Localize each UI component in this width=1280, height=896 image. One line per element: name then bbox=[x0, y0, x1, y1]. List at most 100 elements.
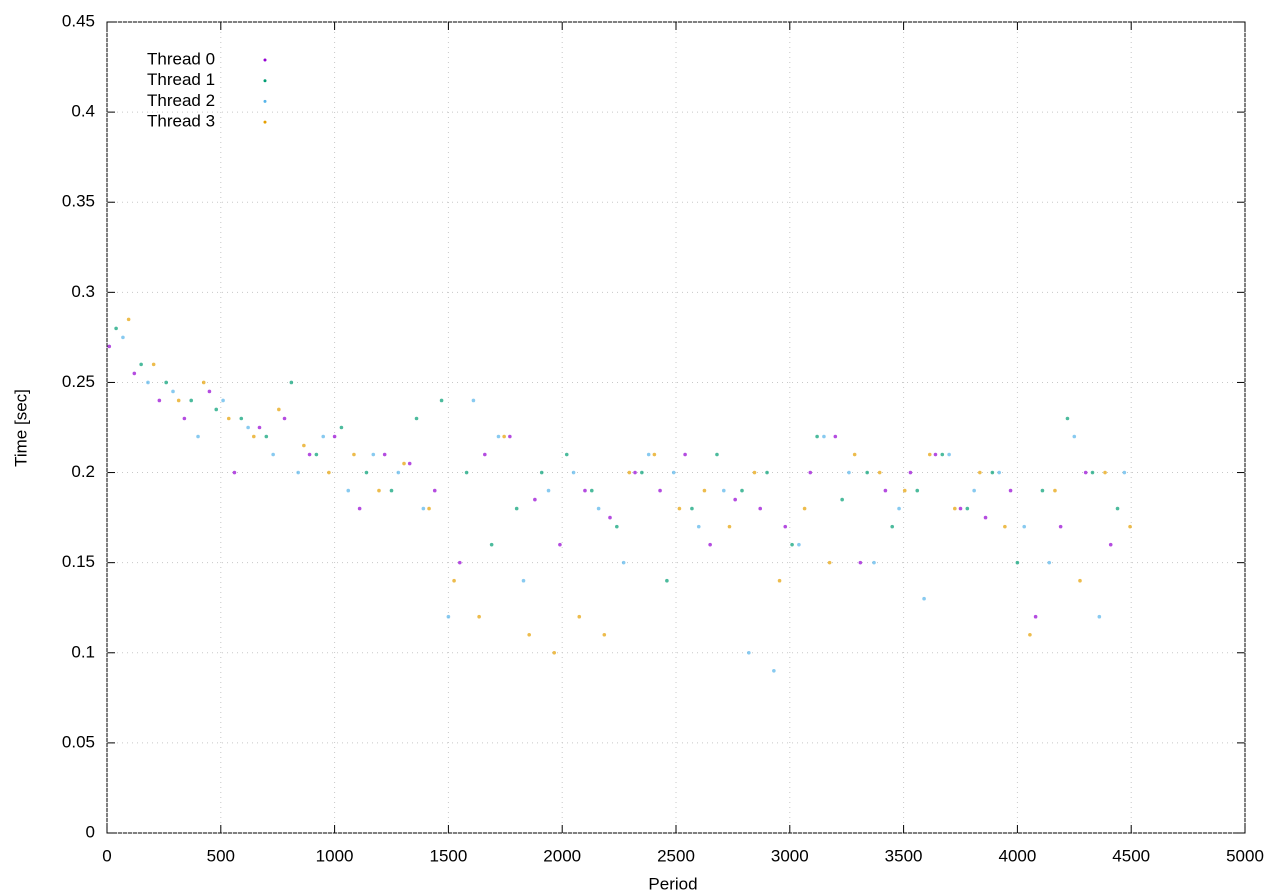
point bbox=[107, 344, 112, 349]
point bbox=[352, 452, 356, 457]
point bbox=[414, 416, 419, 421]
point bbox=[715, 452, 719, 457]
point bbox=[527, 632, 531, 637]
y-tick-label: 0.2 bbox=[71, 462, 95, 481]
x-tick-label: 0 bbox=[102, 846, 111, 865]
x-tick-label: 2000 bbox=[543, 846, 581, 865]
point bbox=[552, 650, 557, 655]
legend-label: Thread 3 bbox=[147, 112, 215, 131]
point bbox=[201, 380, 206, 385]
x-tick-label: 3500 bbox=[885, 846, 923, 865]
point bbox=[221, 398, 225, 403]
point bbox=[232, 470, 237, 475]
point bbox=[608, 515, 612, 520]
point bbox=[364, 470, 369, 475]
point bbox=[633, 470, 637, 475]
point bbox=[514, 506, 519, 511]
y-axis-label: Time [sec] bbox=[11, 389, 30, 467]
point bbox=[457, 560, 462, 565]
point bbox=[421, 506, 426, 511]
point bbox=[883, 488, 888, 493]
x-tick-label: 500 bbox=[207, 846, 235, 865]
point bbox=[146, 380, 150, 385]
x-tick-label: 4500 bbox=[1112, 846, 1150, 865]
point bbox=[1008, 488, 1013, 493]
point bbox=[1108, 542, 1113, 547]
point bbox=[740, 488, 744, 493]
point bbox=[972, 488, 976, 493]
point bbox=[296, 470, 300, 475]
point bbox=[257, 425, 262, 430]
point bbox=[139, 362, 143, 367]
point bbox=[226, 416, 231, 421]
point bbox=[671, 470, 676, 475]
legend-swatch bbox=[263, 120, 267, 124]
point bbox=[564, 452, 569, 457]
point bbox=[978, 470, 982, 475]
point bbox=[1028, 632, 1032, 637]
point bbox=[583, 488, 587, 493]
y-tick-label: 0.3 bbox=[71, 282, 95, 301]
point bbox=[997, 470, 1001, 475]
point bbox=[589, 488, 594, 493]
point bbox=[947, 452, 951, 457]
point bbox=[933, 452, 938, 457]
point bbox=[432, 488, 437, 493]
legend-label: Thread 0 bbox=[147, 49, 215, 68]
point bbox=[496, 434, 501, 439]
point bbox=[772, 669, 776, 673]
point bbox=[765, 470, 769, 475]
y-tick-label: 0.25 bbox=[62, 372, 95, 391]
point bbox=[915, 488, 920, 493]
point bbox=[389, 488, 394, 493]
point bbox=[114, 326, 118, 331]
point bbox=[747, 650, 751, 655]
point bbox=[452, 578, 456, 583]
point bbox=[708, 542, 712, 547]
y-tick-label: 0.45 bbox=[62, 11, 95, 30]
point bbox=[990, 470, 995, 475]
point bbox=[164, 380, 168, 385]
point bbox=[802, 506, 807, 511]
point bbox=[983, 515, 988, 520]
point bbox=[752, 470, 757, 475]
point bbox=[727, 524, 732, 529]
point bbox=[872, 560, 876, 565]
point bbox=[477, 614, 481, 619]
point bbox=[646, 452, 651, 457]
point bbox=[239, 416, 244, 421]
point bbox=[1058, 524, 1063, 529]
point bbox=[157, 398, 162, 403]
point bbox=[621, 560, 626, 565]
point bbox=[483, 452, 487, 457]
point bbox=[922, 596, 926, 601]
point bbox=[196, 434, 200, 439]
point bbox=[1003, 524, 1007, 529]
point bbox=[1065, 416, 1070, 421]
point bbox=[690, 506, 694, 511]
y-tick-label: 0.35 bbox=[62, 192, 95, 211]
x-tick-label: 5000 bbox=[1226, 846, 1264, 865]
point bbox=[339, 425, 344, 430]
point bbox=[677, 506, 682, 511]
y-tick-label: 0.15 bbox=[62, 552, 95, 571]
point bbox=[533, 497, 537, 502]
point bbox=[502, 434, 506, 439]
point bbox=[1015, 560, 1020, 565]
point bbox=[958, 506, 963, 511]
point bbox=[833, 434, 838, 439]
point bbox=[953, 506, 957, 511]
point bbox=[721, 488, 726, 493]
point bbox=[214, 407, 219, 412]
point bbox=[902, 488, 907, 493]
point bbox=[182, 416, 187, 421]
point bbox=[407, 461, 412, 466]
point bbox=[897, 506, 901, 511]
point bbox=[371, 452, 376, 457]
point bbox=[840, 497, 844, 502]
point bbox=[1090, 470, 1095, 475]
point bbox=[852, 452, 857, 457]
point bbox=[890, 524, 895, 529]
point bbox=[307, 452, 312, 457]
point bbox=[189, 398, 194, 403]
